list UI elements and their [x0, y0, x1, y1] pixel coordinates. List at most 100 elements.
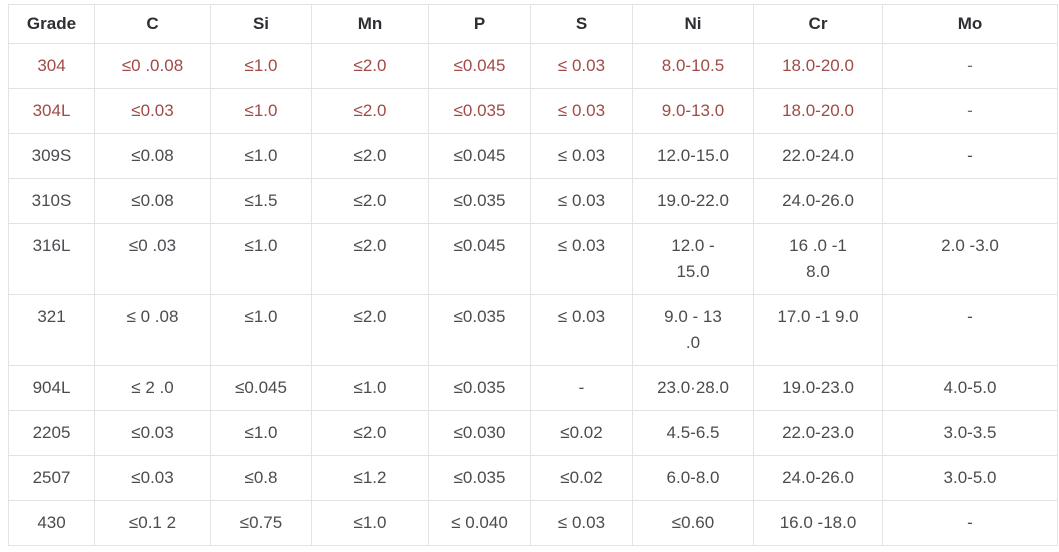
cell-mo: - — [882, 500, 1058, 546]
cell-mn: ≤1.0 — [311, 500, 429, 546]
column-header-mn: Mn — [311, 4, 429, 44]
cell-p: ≤0.035 — [428, 365, 531, 411]
cell-cr: 24.0-26.0 — [753, 178, 883, 224]
cell-c: ≤0.03 — [94, 410, 211, 456]
cell-s: - — [530, 365, 633, 411]
cell-mn: ≤2.0 — [311, 410, 429, 456]
cell-p: ≤0.035 — [428, 88, 531, 134]
cell-si: ≤0.8 — [210, 455, 312, 501]
cell-p: ≤0.035 — [428, 294, 531, 366]
cell-si: ≤1.0 — [210, 223, 312, 295]
cell-p: ≤0.035 — [428, 455, 531, 501]
cell-p: ≤0.030 — [428, 410, 531, 456]
table-body: 304 ≤0 .0.08 ≤1.0 ≤2.0 ≤0.045 ≤ 0.03 8.0-10.5 1… — [8, 43, 1058, 546]
cell-ni: 23.0·28.0 — [632, 365, 754, 411]
table-row: 310S ≤0.08 ≤1.5 ≤2.0 ≤0.035 ≤ 0.03 19.0-22.0 24… — [8, 178, 1058, 224]
cell-s: ≤ 0.03 — [530, 43, 633, 89]
cell-s: ≤ 0.03 — [530, 294, 633, 366]
cell-ni: 4.5-6.5 — [632, 410, 754, 456]
cell-mo: - — [882, 294, 1058, 366]
cell-cr: 22.0-24.0 — [753, 133, 883, 179]
cell-grade: 310S — [8, 178, 95, 224]
cell-mo: 3.0-3.5 — [882, 410, 1058, 456]
cell-ni: ≤0.60 — [632, 500, 754, 546]
cell-mn: ≤2.0 — [311, 43, 429, 89]
header-row: Grade C Si Mn P S Ni Cr Mo — [8, 4, 1058, 44]
cell-s: ≤ 0.03 — [530, 500, 633, 546]
cell-s: ≤0.02 — [530, 455, 633, 501]
cell-mo: 2.0 -3.0 — [882, 223, 1058, 295]
cell-grade: 430 — [8, 500, 95, 546]
cell-ni: 12.0 - 15.0 — [632, 223, 754, 295]
cell-cr: 19.0-23.0 — [753, 365, 883, 411]
table-row: 2507 ≤0.03 ≤0.8 ≤1.2 ≤0.035 ≤0.02 6.0-8.0 24.0-… — [8, 455, 1058, 501]
table-row: 321 ≤ 0 .08 ≤1.0 ≤2.0 ≤0.035 ≤ 0.03 9.0 - 13 .… — [8, 294, 1058, 366]
cell-si: ≤1.0 — [210, 294, 312, 366]
column-header-s: S — [530, 4, 633, 44]
cell-si: ≤1.0 — [210, 88, 312, 134]
table-row: 430 ≤0.1 2 ≤0.75 ≤1.0 ≤ 0.040 ≤ 0.03 ≤0.60 16.0… — [8, 500, 1058, 546]
column-header-si: Si — [210, 4, 312, 44]
cell-c: ≤0.08 — [94, 133, 211, 179]
cell-cr: 16 .0 -1 8.0 — [753, 223, 883, 295]
cell-p: ≤ 0.040 — [428, 500, 531, 546]
cell-ni: 6.0-8.0 — [632, 455, 754, 501]
cell-s: ≤ 0.03 — [530, 133, 633, 179]
cell-cr: 22.0-23.0 — [753, 410, 883, 456]
cell-s: ≤ 0.03 — [530, 178, 633, 224]
cell-cr: 16.0 -18.0 — [753, 500, 883, 546]
cell-mo: - — [882, 43, 1058, 89]
cell-cr: 24.0-26.0 — [753, 455, 883, 501]
table-row: 309S ≤0.08 ≤1.0 ≤2.0 ≤0.045 ≤ 0.03 12.0-15.0 22… — [8, 133, 1058, 179]
cell-cr: 18.0-20.0 — [753, 88, 883, 134]
cell-grade: 321 — [8, 294, 95, 366]
cell-p: ≤0.045 — [428, 133, 531, 179]
column-header-grade: Grade — [8, 4, 95, 44]
cell-p: ≤0.035 — [428, 178, 531, 224]
table-header: Grade C Si Mn P S Ni Cr Mo — [8, 4, 1058, 44]
table-row: 304 ≤0 .0.08 ≤1.0 ≤2.0 ≤0.045 ≤ 0.03 8.0-10.5 1… — [8, 43, 1058, 89]
cell-si: ≤1.5 — [210, 178, 312, 224]
column-header-ni: Ni — [632, 4, 754, 44]
cell-mn: ≤2.0 — [311, 88, 429, 134]
column-header-cr: Cr — [753, 4, 883, 44]
cell-p: ≤0.045 — [428, 223, 531, 295]
table-row: 904L ≤ 2 .0 ≤0.045 ≤1.0 ≤0.035-23.0·28.0 19.0… — [8, 365, 1058, 411]
cell-si: ≤1.0 — [210, 410, 312, 456]
table-row: 316L ≤0 .03 ≤1.0 ≤2.0 ≤0.045 ≤ 0.03 12.0 - 15.… — [8, 223, 1058, 295]
cell-grade: 2205 — [8, 410, 95, 456]
cell-mo: - — [882, 88, 1058, 134]
cell-s: ≤ 0.03 — [530, 223, 633, 295]
cell-c: ≤0 .0.08 — [94, 43, 211, 89]
cell-mn: ≤1.2 — [311, 455, 429, 501]
cell-c: ≤0.03 — [94, 88, 211, 134]
cell-si: ≤1.0 — [210, 43, 312, 89]
table-row: 304L ≤0.03 ≤1.0 ≤2.0 ≤0.035 ≤ 0.03 9.0-13.0 18.… — [8, 88, 1058, 134]
cell-mo: - — [882, 133, 1058, 179]
cell-grade: 309S — [8, 133, 95, 179]
cell-si: ≤1.0 — [210, 133, 312, 179]
cell-c: ≤0.08 — [94, 178, 211, 224]
cell-grade: 2507 — [8, 455, 95, 501]
cell-ni: 12.0-15.0 — [632, 133, 754, 179]
column-header-mo: Mo — [882, 4, 1058, 44]
table-row: 2205 ≤0.03 ≤1.0 ≤2.0 ≤0.030 ≤0.02 4.5-6.5 22.0-… — [8, 410, 1058, 456]
cell-c: ≤ 2 .0 — [94, 365, 211, 411]
cell-ni: 8.0-10.5 — [632, 43, 754, 89]
cell-grade: 304L — [8, 88, 95, 134]
cell-mn: ≤2.0 — [311, 178, 429, 224]
cell-mn: ≤2.0 — [311, 294, 429, 366]
cell-mn: ≤1.0 — [311, 365, 429, 411]
cell-grade: 316L — [8, 223, 95, 295]
cell-c: ≤0 .03 — [94, 223, 211, 295]
cell-s: ≤ 0.03 — [530, 88, 633, 134]
cell-p: ≤0.045 — [428, 43, 531, 89]
cell-s: ≤0.02 — [530, 410, 633, 456]
cell-mo — [882, 178, 1058, 224]
cell-grade: 304 — [8, 43, 95, 89]
cell-mo: 4.0-5.0 — [882, 365, 1058, 411]
composition-table: Grade C Si Mn P S Ni Cr Mo 304 ≤0 .0.08 ≤1… — [8, 4, 1058, 546]
cell-mo: 3.0-5.0 — [882, 455, 1058, 501]
cell-c: ≤0.1 2 — [94, 500, 211, 546]
